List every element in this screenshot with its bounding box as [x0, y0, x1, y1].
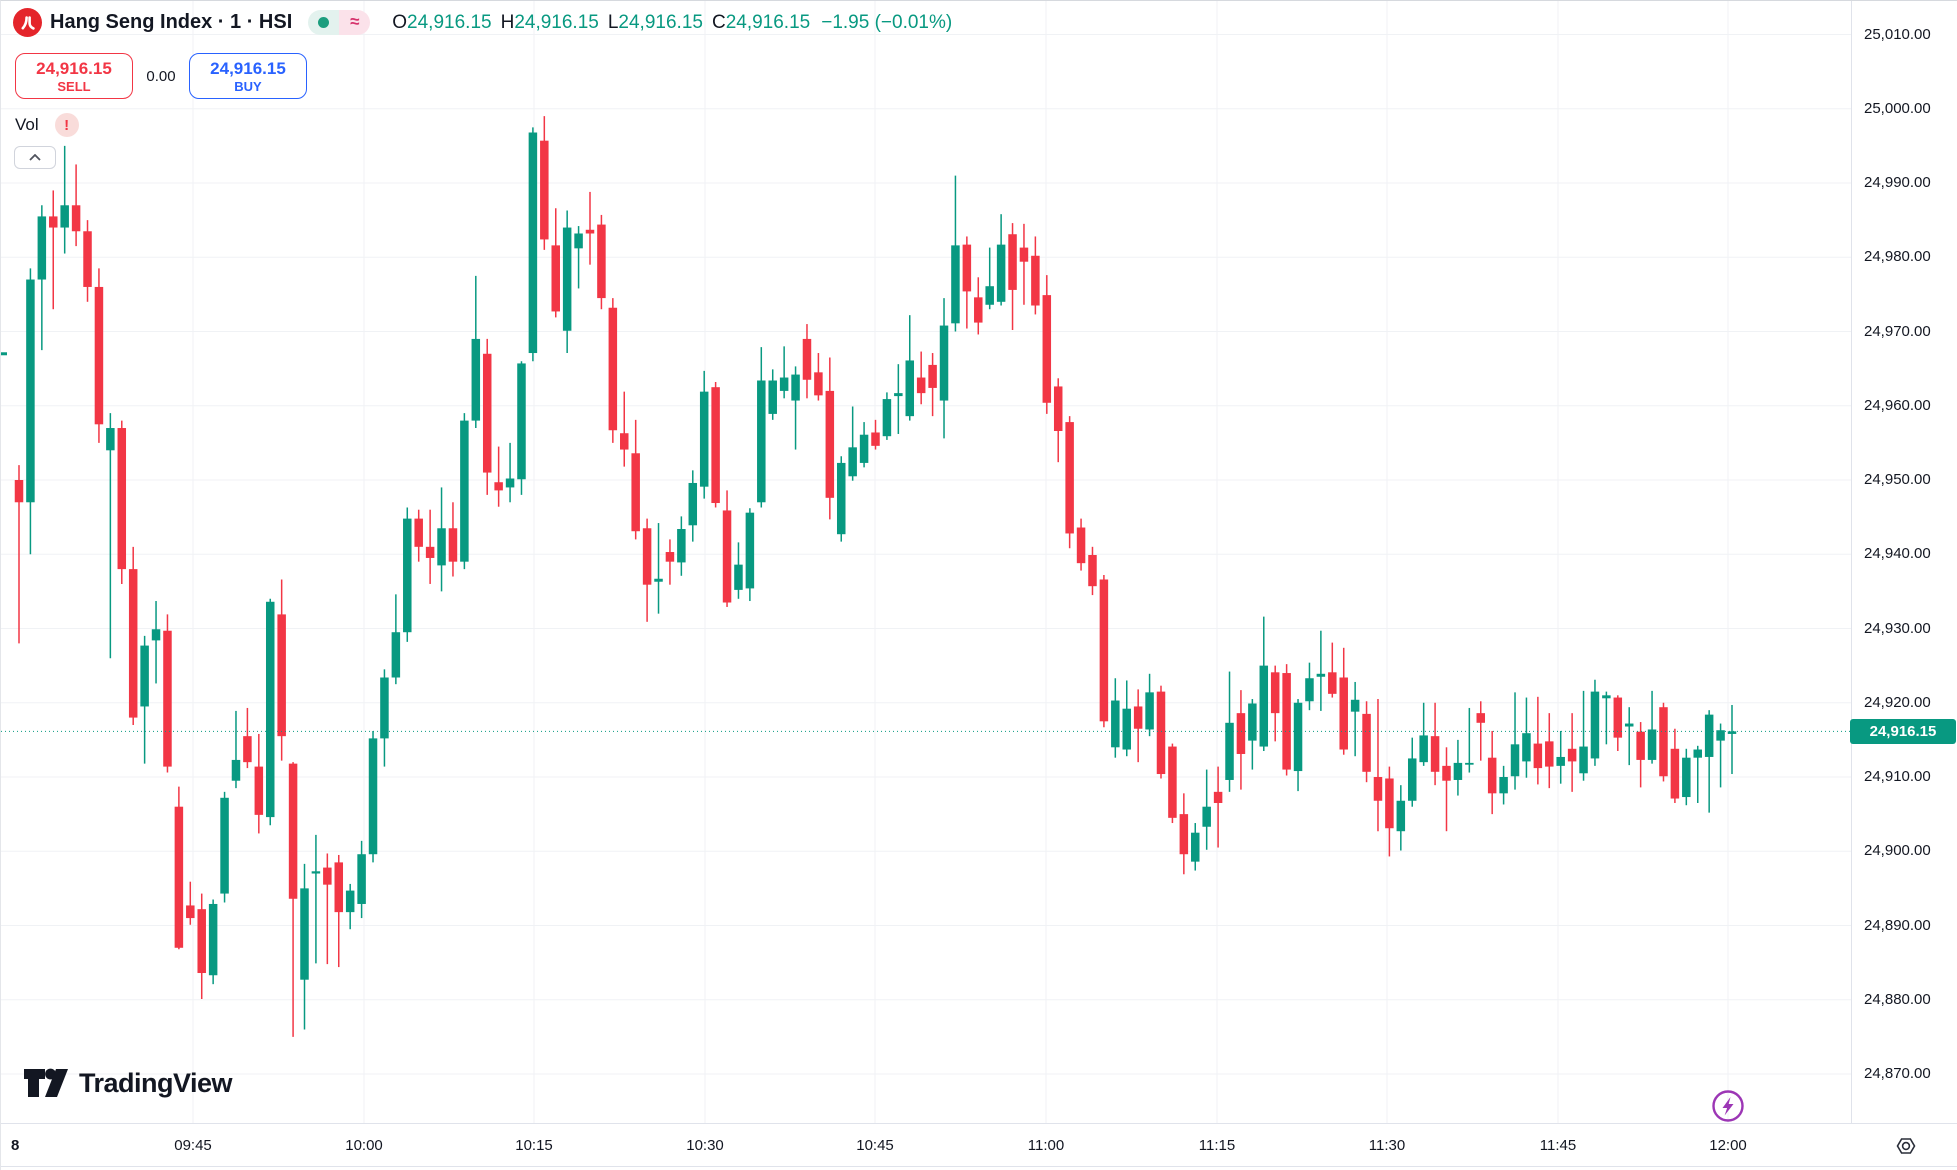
- price-axis-label: 25,000.00: [1864, 99, 1931, 117]
- price-axis-label: 24,950.00: [1864, 471, 1931, 488]
- delayed-data-icon: ≈: [350, 12, 360, 31]
- spread-value: 0.00: [146, 67, 176, 85]
- chevron-up-icon: [29, 154, 41, 161]
- open-label: O: [392, 11, 408, 33]
- price-axis-label: 24,970.00: [1864, 322, 1931, 340]
- current-price-label: 24,916.15: [1850, 718, 1956, 744]
- low-label: L: [607, 11, 619, 33]
- price-axis-label: 24,930.00: [1864, 619, 1931, 637]
- time-axis-label: 11:45: [1539, 1137, 1577, 1154]
- collapse-pane-button[interactable]: [14, 146, 56, 169]
- buy-price: 24,916.15: [210, 58, 286, 78]
- ohlc-values: O24,916.15 H24,916.15 L24,916.15 C24,916…: [392, 12, 952, 34]
- price-axis-label: 24,880.00: [1864, 990, 1931, 1008]
- tradingview-mark-icon: [24, 1068, 68, 1097]
- time-axis-label: 8: [11, 1137, 20, 1154]
- lightning-icon[interactable]: [1711, 1089, 1745, 1123]
- sell-price: 24,916.15: [36, 58, 112, 78]
- market-status-pill[interactable]: ≈: [308, 10, 371, 35]
- time-axis-label: 10:45: [856, 1137, 894, 1154]
- time-axis-label: 10:00: [345, 1137, 383, 1154]
- time-axis-label: 10:15: [515, 1137, 553, 1154]
- buy-label: BUY: [234, 78, 262, 94]
- sell-label: SELL: [57, 78, 91, 94]
- symbol-title[interactable]: Hang Seng Index · 1 · HSI: [50, 11, 293, 33]
- trade-buttons-row: 24,916.15 SELL 0.00 24,916.15 BUY: [15, 53, 307, 99]
- buy-button[interactable]: 24,916.15 BUY: [189, 53, 307, 99]
- volume-indicator-label[interactable]: Vol: [15, 115, 39, 134]
- price-axis-label: 25,010.00: [1864, 25, 1931, 43]
- time-axis-label: 11:30: [1368, 1137, 1406, 1154]
- time-axis[interactable]: 8 09:45 10:00 10:15 10:30 10:45 11:00 11:15 11:3…: [1, 1123, 1957, 1167]
- candlestick-chart[interactable]: [1, 1, 1851, 1123]
- price-axis-label: 24,910.00: [1864, 768, 1931, 785]
- time-axis-label: 09:45: [174, 1137, 212, 1154]
- price-axis-label: 24,890.00: [1864, 916, 1931, 934]
- time-axis-label: 10:30: [686, 1137, 724, 1154]
- price-axis-label: 24,940.00: [1864, 545, 1931, 563]
- price-axis[interactable]: 24,916.15 25,010.00 25,000.00 24,990.00 24,…: [1850, 1, 1957, 1123]
- gear-icon[interactable]: [1894, 1134, 1918, 1158]
- open-value: 24,916.15: [407, 11, 492, 33]
- price-axis-label: 24,960.00: [1864, 396, 1931, 414]
- time-axis-label: 11:15: [1198, 1137, 1236, 1154]
- time-axis-label: 11:00: [1027, 1137, 1065, 1154]
- price-axis-label: 24,900.00: [1864, 842, 1931, 860]
- price-axis-label: 24,980.00: [1864, 248, 1931, 266]
- change-value: −1.95 (−0.01%): [821, 11, 953, 33]
- tradingview-logo[interactable]: TradingView: [23, 1067, 233, 1099]
- indicator-legend-row: Vol !: [15, 113, 79, 137]
- time-axis-label: 12:00: [1709, 1137, 1747, 1154]
- price-axis-label: 24,870.00: [1864, 1065, 1931, 1082]
- price-axis-label: 24,920.00: [1864, 693, 1931, 711]
- price-axis-label: 24,990.00: [1864, 174, 1931, 191]
- warning-icon[interactable]: !: [54, 113, 79, 137]
- tradingview-logo-text: TradingView: [79, 1067, 233, 1098]
- exchange-logo-icon: [13, 8, 42, 37]
- close-label: C: [711, 11, 726, 33]
- low-value: 24,916.15: [618, 11, 703, 33]
- close-value: 24,916.15: [725, 11, 811, 33]
- symbol-legend-row: Hang Seng Index · 1 · HSI ≈ O24,916.15 H…: [13, 8, 952, 37]
- sell-button[interactable]: 24,916.15 SELL: [15, 53, 133, 99]
- high-value: 24,916.15: [514, 11, 599, 33]
- market-open-dot-icon: [318, 17, 330, 28]
- high-label: H: [500, 11, 515, 33]
